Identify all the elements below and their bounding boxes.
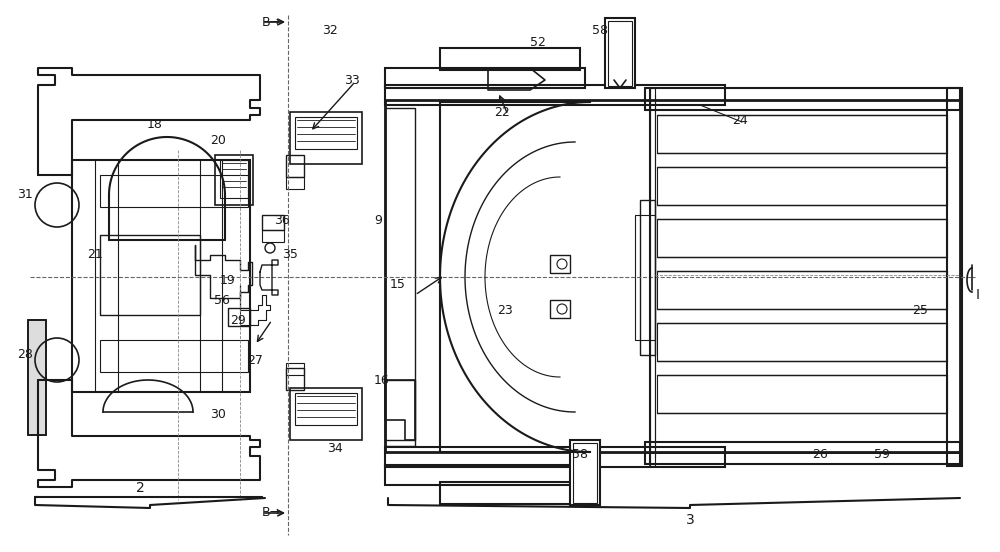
Bar xyxy=(440,48,580,70)
Text: 3: 3 xyxy=(686,513,694,527)
Text: 27: 27 xyxy=(247,353,263,367)
Text: 29: 29 xyxy=(230,314,246,326)
Bar xyxy=(286,363,304,375)
Text: 30: 30 xyxy=(210,408,226,422)
Bar xyxy=(550,255,570,273)
Bar xyxy=(290,388,362,440)
Text: 59: 59 xyxy=(874,448,890,461)
Bar xyxy=(635,215,655,340)
Bar xyxy=(570,440,600,505)
Text: 24: 24 xyxy=(732,114,748,126)
Text: 58: 58 xyxy=(572,448,588,461)
Text: 19: 19 xyxy=(220,273,236,286)
Text: 52: 52 xyxy=(530,35,546,49)
Bar xyxy=(262,215,284,230)
Text: 9: 9 xyxy=(374,214,382,226)
Text: 31: 31 xyxy=(17,188,33,201)
Bar xyxy=(215,155,253,205)
Bar xyxy=(286,155,304,177)
Bar xyxy=(657,115,947,153)
Text: 34: 34 xyxy=(327,442,343,454)
Bar xyxy=(657,271,947,309)
Bar xyxy=(550,300,570,318)
Bar xyxy=(100,235,200,315)
Text: 16: 16 xyxy=(374,374,390,386)
Bar xyxy=(220,160,248,198)
Bar xyxy=(640,200,655,355)
Bar xyxy=(657,167,947,205)
Text: B→: B→ xyxy=(262,15,281,29)
Bar xyxy=(100,340,248,372)
Text: 36: 36 xyxy=(274,214,290,226)
Bar xyxy=(385,108,415,446)
Bar xyxy=(440,482,580,504)
Bar xyxy=(385,68,585,88)
Text: 32: 32 xyxy=(322,24,338,36)
Bar xyxy=(385,380,415,440)
Bar xyxy=(645,442,960,464)
Bar xyxy=(72,160,250,392)
Text: 33: 33 xyxy=(344,73,360,87)
Text: 25: 25 xyxy=(912,304,928,316)
Bar xyxy=(573,443,597,503)
Text: 28: 28 xyxy=(17,348,33,362)
Bar xyxy=(385,465,585,485)
Bar xyxy=(657,323,947,361)
Bar xyxy=(286,177,304,189)
Text: 20: 20 xyxy=(210,134,226,146)
Text: 21: 21 xyxy=(87,248,103,262)
Bar xyxy=(228,308,250,326)
Bar xyxy=(28,320,46,435)
Text: 58: 58 xyxy=(592,24,608,36)
Text: I: I xyxy=(976,288,980,302)
Text: B→: B→ xyxy=(262,507,281,519)
Bar xyxy=(385,85,725,105)
Bar xyxy=(657,375,947,413)
Bar xyxy=(608,21,632,86)
Text: 56: 56 xyxy=(214,294,230,306)
Bar xyxy=(947,88,962,466)
Text: 22: 22 xyxy=(494,105,510,119)
Text: 15: 15 xyxy=(390,279,406,291)
Text: 2: 2 xyxy=(136,481,144,495)
Bar xyxy=(650,88,655,466)
Text: 26: 26 xyxy=(812,448,828,461)
Text: 18: 18 xyxy=(147,119,163,131)
Bar xyxy=(295,117,357,149)
Bar xyxy=(645,88,960,110)
Bar xyxy=(28,320,46,435)
Bar xyxy=(295,393,357,425)
Bar xyxy=(100,175,248,207)
Bar xyxy=(657,219,947,257)
Bar xyxy=(286,368,304,390)
Text: 35: 35 xyxy=(282,248,298,262)
Bar xyxy=(290,112,362,164)
Text: 23: 23 xyxy=(497,304,513,316)
Bar xyxy=(605,18,635,88)
Bar xyxy=(385,100,960,452)
Bar xyxy=(262,230,284,242)
Bar xyxy=(385,447,725,467)
